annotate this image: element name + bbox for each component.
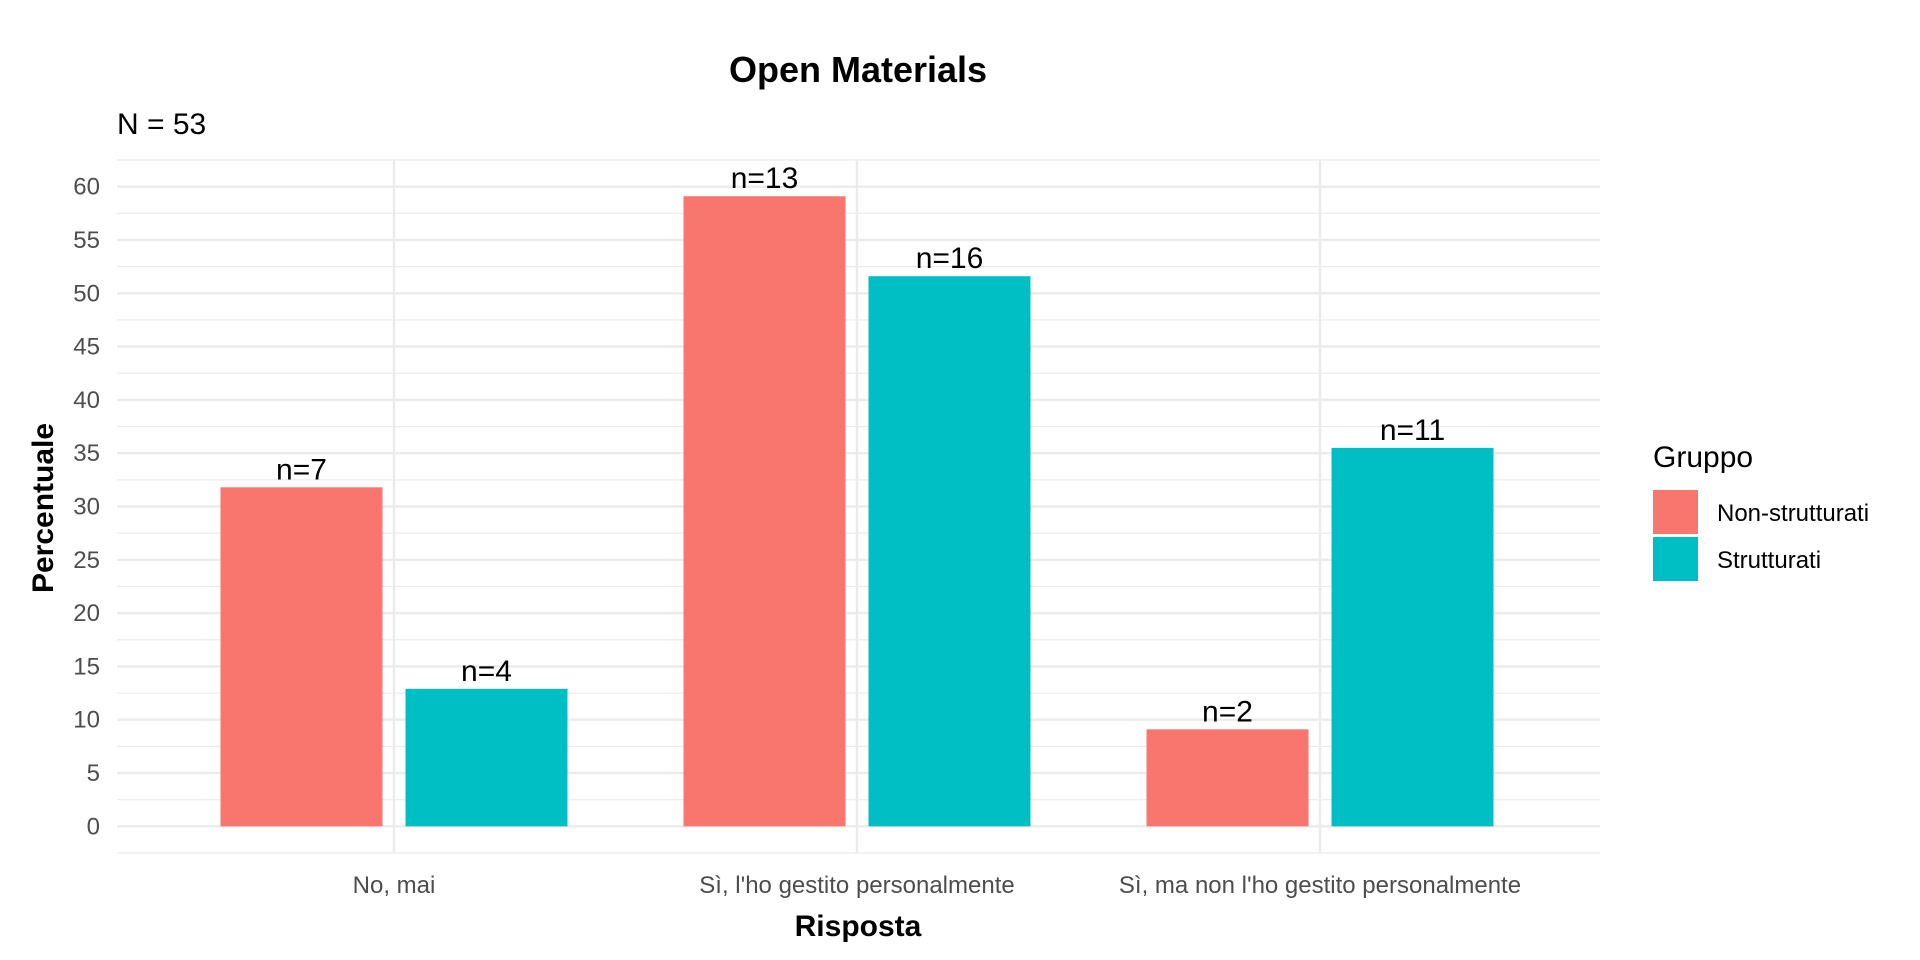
legend-key [1653, 537, 1698, 581]
bar [1331, 447, 1494, 827]
bars-layer [220, 196, 1494, 827]
bar [868, 276, 1031, 827]
y-tick-label: 50 [73, 280, 100, 307]
legend-key [1653, 490, 1698, 534]
x-tick-label: No, mai [353, 872, 436, 899]
bar [683, 196, 846, 827]
legend-label: Non-strutturati [1717, 500, 1869, 527]
y-tick-label: 30 [73, 494, 100, 521]
x-tick-label: Sì, l'ho gestito personalmente [699, 872, 1014, 899]
y-tick-label: 35 [73, 440, 100, 467]
legend-items: Non-strutturati Strutturati [1653, 490, 1869, 581]
y-tick-label: 60 [73, 174, 100, 201]
bar [1146, 729, 1309, 827]
x-axis-title: Risposta [795, 910, 922, 943]
bar-label: n=13 [731, 162, 799, 195]
y-tick-label: 25 [73, 547, 100, 574]
y-tick-labels: 0 5 10 15 20 25 30 35 40 45 50 55 60 [73, 174, 100, 841]
bar [405, 688, 568, 827]
bar-label: n=11 [1380, 414, 1445, 447]
bar-label: n=4 [461, 655, 512, 688]
y-tick-label: 20 [73, 600, 100, 627]
legend-title: Gruppo [1653, 441, 1753, 474]
y-tick-label: 15 [73, 653, 100, 680]
bar [220, 487, 383, 827]
y-tick-label: 5 [87, 760, 100, 787]
y-tick-label: 0 [87, 813, 100, 840]
y-tick-label: 45 [73, 334, 100, 361]
legend: Gruppo Non-strutturati Strutturati [1653, 441, 1869, 581]
legend-label: Strutturati [1717, 547, 1821, 574]
y-axis-title: Percentuale [27, 423, 60, 593]
y-tick-label: 55 [73, 227, 100, 254]
y-tick-label: 10 [73, 707, 100, 734]
x-tick-label: Sì, ma non l'ho gestito personalmente [1119, 872, 1521, 899]
x-tick-labels: No, mai Sì, l'ho gestito personalmente Sì,… [353, 872, 1521, 899]
chart-subtitle: N = 53 [117, 108, 206, 141]
bar-label: n=16 [916, 242, 984, 275]
bar-labels-layer: n=7 n=13 n=2 n=4 n=16 n=11 [276, 162, 1445, 728]
y-tick-label: 40 [73, 387, 100, 414]
chart-title: Open Materials [729, 49, 987, 90]
bar-label: n=7 [276, 453, 327, 486]
bar-label: n=2 [1202, 695, 1253, 728]
